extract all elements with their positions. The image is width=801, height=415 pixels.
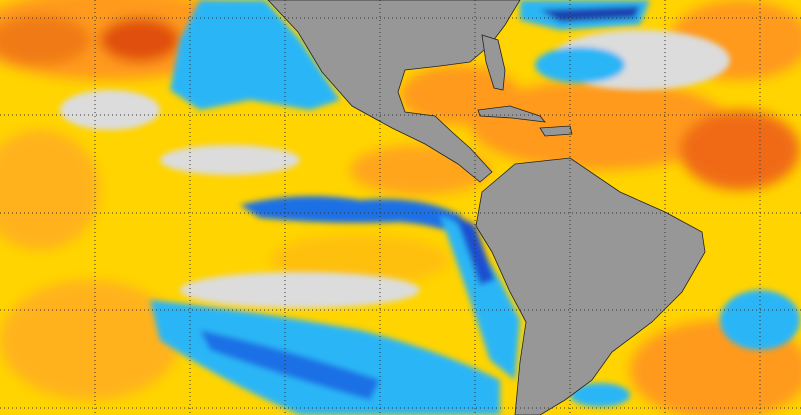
- cool-anomalies: [60, 0, 800, 415]
- land: [267, 0, 706, 415]
